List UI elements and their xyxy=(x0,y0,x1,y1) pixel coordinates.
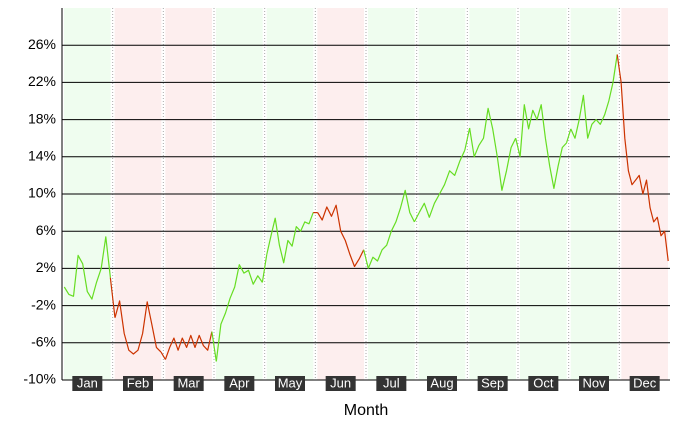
month-label-box xyxy=(579,376,609,391)
y-tick-label: 18% xyxy=(28,110,56,126)
x-tick-label: Nov xyxy=(582,375,606,390)
month-label-box xyxy=(376,376,407,391)
line-connector xyxy=(565,128,572,144)
month-label-box xyxy=(629,376,660,391)
month-label-box xyxy=(427,376,457,391)
line-segment xyxy=(215,264,263,362)
line-segment xyxy=(519,104,568,189)
line-segment xyxy=(266,212,314,264)
line-segment xyxy=(570,54,618,139)
x-tick-label: Dec xyxy=(633,375,657,390)
line-segment xyxy=(63,236,111,300)
month-label-box xyxy=(477,376,508,391)
x-axis-label: Month xyxy=(344,402,388,419)
x-tick-label: Oct xyxy=(533,375,554,390)
x-tick-label: Sep xyxy=(481,375,504,390)
line-segment xyxy=(469,107,517,191)
x-tick-label: Mar xyxy=(177,375,200,390)
line-segment xyxy=(367,189,415,269)
x-tick-label: Apr xyxy=(229,375,250,390)
month-label-box xyxy=(72,376,103,391)
y-tick-label: 26% xyxy=(28,36,56,52)
line-segment xyxy=(620,82,669,262)
x-tick-label: Jun xyxy=(330,375,351,390)
y-tick-label: 22% xyxy=(28,73,56,89)
y-tick-label: -10% xyxy=(23,371,56,387)
month-label-box xyxy=(173,376,204,391)
line-connector xyxy=(413,212,420,223)
line-connector xyxy=(109,277,116,318)
y-tick-label: 6% xyxy=(36,222,56,238)
x-tick-label: Jul xyxy=(383,375,400,390)
y-tick-label: -2% xyxy=(31,296,56,312)
y-tick-label: -6% xyxy=(31,334,56,350)
line-segment xyxy=(164,331,213,360)
y-tick-label: 14% xyxy=(28,148,56,164)
x-tick-label: Jan xyxy=(77,375,98,390)
line-connector xyxy=(616,54,622,83)
line-connector xyxy=(515,138,521,157)
y-tick-label: 10% xyxy=(28,185,56,201)
line-connector xyxy=(363,249,369,269)
x-tick-label: Feb xyxy=(127,375,149,390)
line-connector xyxy=(261,254,268,283)
month-label-box xyxy=(224,376,255,391)
line-segment xyxy=(418,150,466,218)
line-connector xyxy=(211,331,217,362)
x-tick-label: May xyxy=(278,375,303,390)
month-label-box xyxy=(528,376,559,391)
x-tick-label: Aug xyxy=(430,375,453,390)
line-connector xyxy=(464,127,471,151)
month-label-box xyxy=(275,376,305,391)
line-segment xyxy=(114,300,162,355)
line-connector xyxy=(160,351,166,360)
y-tick-label: 2% xyxy=(36,259,56,275)
month-label-box xyxy=(325,376,356,391)
month-label-box xyxy=(123,376,153,391)
line-segment xyxy=(317,204,365,268)
